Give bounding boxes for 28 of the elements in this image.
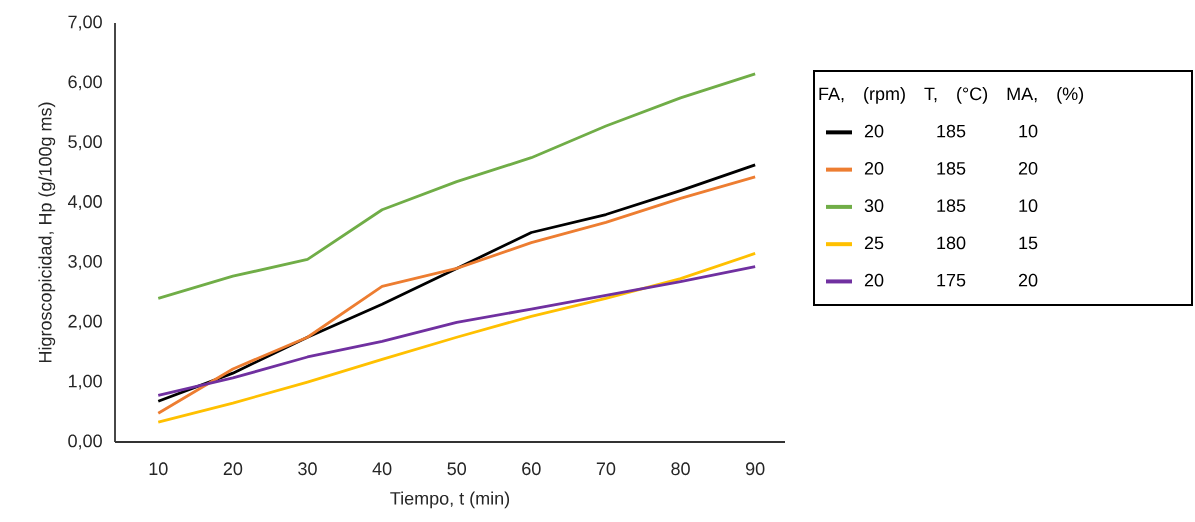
- y-tick-label: 4,00: [67, 195, 102, 210]
- x-tick-label: 20: [223, 462, 243, 476]
- y-tick-label: 2,00: [68, 314, 102, 330]
- x-tick-label: 70: [596, 462, 616, 476]
- legend-label: 20 185 10: [864, 124, 1038, 138]
- y-axis-title: Higroscopicidad, Hp (g/100g ms): [38, 102, 56, 363]
- y-tick-label: 3,00: [68, 254, 102, 270]
- legend-label: 25 180 15: [864, 236, 1038, 250]
- legend-label: 20 185 20: [864, 161, 1038, 175]
- legend-label: 20 175 20: [864, 273, 1038, 287]
- y-tick-label: 1,00: [68, 374, 102, 390]
- x-axis-title: Tiempo, t (min): [390, 491, 510, 509]
- x-tick-label: 90: [745, 462, 765, 476]
- line-series: [156, 252, 757, 424]
- y-tick-label: 6,00: [68, 75, 102, 91]
- x-tick-label: 10: [149, 462, 168, 476]
- y-tick-label: 5,00: [68, 135, 102, 151]
- legend-label: 30 185 10: [864, 199, 1038, 213]
- line-series: [156, 265, 757, 397]
- y-tick-label: 7,00: [68, 15, 102, 31]
- legend-title: FA, (rpm) T, (°C) MA, (%): [819, 86, 1084, 104]
- x-tick-label: 30: [298, 462, 317, 476]
- y-tick-label: 0,00: [68, 434, 102, 450]
- x-tick-label: 50: [447, 462, 467, 476]
- line-series: [156, 72, 757, 300]
- x-tick-label: 40: [372, 462, 392, 476]
- x-tick-label: 80: [671, 462, 690, 476]
- x-tick-label: 60: [522, 462, 541, 476]
